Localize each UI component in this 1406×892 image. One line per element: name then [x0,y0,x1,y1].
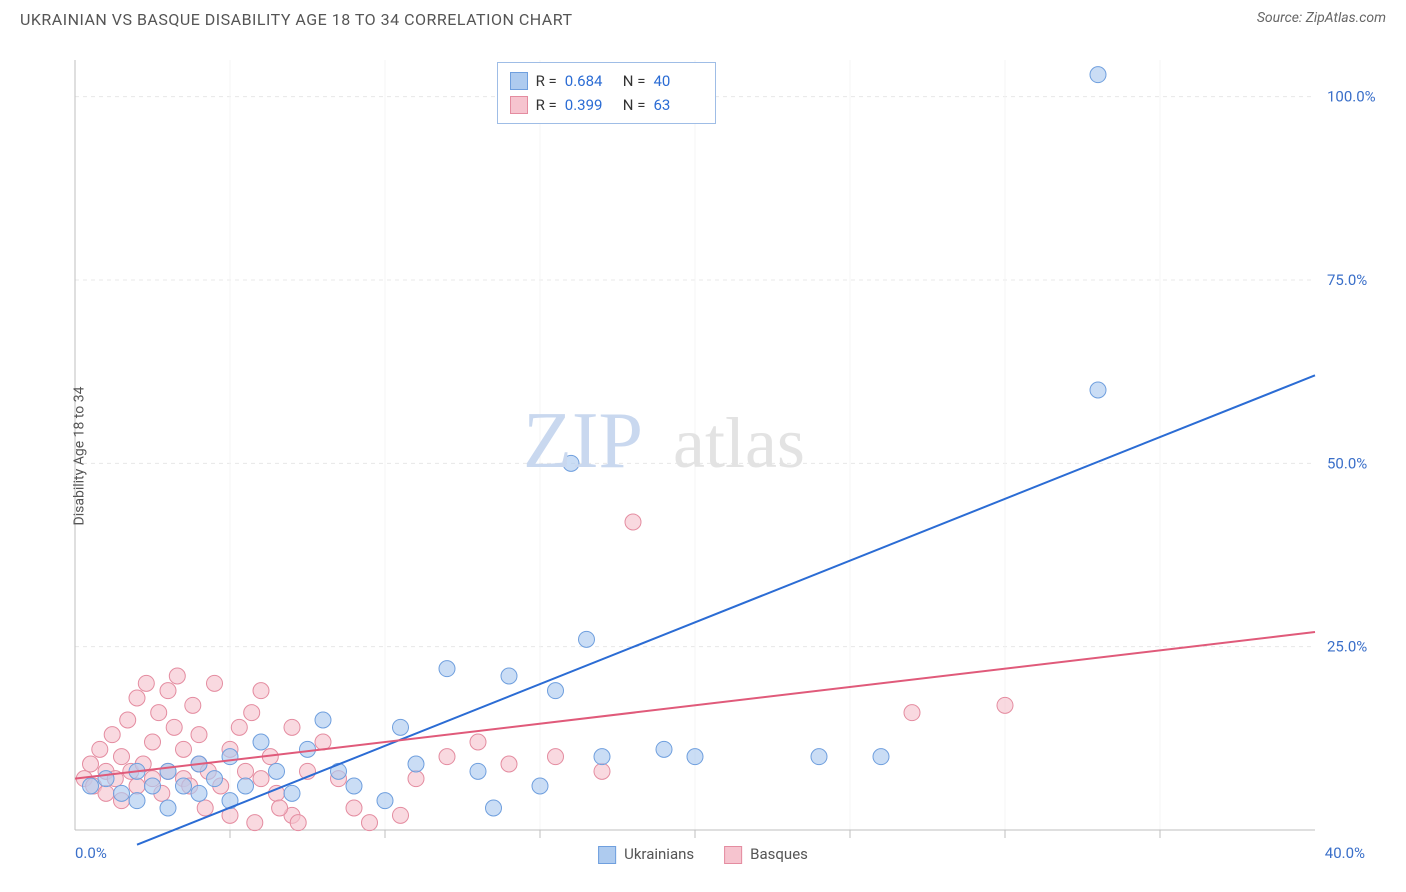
correlation-stats-box: R = 0.684 N = 40 R = 0.399 N = 63 [497,62,717,124]
stats-swatch [510,96,528,114]
n-value: 63 [653,93,703,117]
n-value: 40 [653,69,703,93]
svg-text:75.0%: 75.0% [1327,271,1367,289]
source-name: ZipAtlas.com [1306,10,1386,26]
legend-swatch [724,846,742,864]
chart-source: Source: ZipAtlas.com [1257,10,1386,26]
r-label: R = [536,93,557,117]
svg-text:25.0%: 25.0% [1327,638,1367,656]
r-value: 0.684 [565,69,615,93]
n-label: N = [623,69,646,93]
legend-label: Ukrainians [624,845,694,863]
legend-swatch [598,846,616,864]
svg-text:50.0%: 50.0% [1327,454,1367,472]
stats-swatch [510,72,528,90]
scatter-chart-svg: 25.0% 50.0% 75.0% 100.0% 0.0% 40.0% [20,40,1386,872]
y-axis-label: Disability Age 18 to 34 [71,387,87,526]
legend-item: Basques [724,845,808,864]
r-label: R = [536,69,557,93]
n-label: N = [623,93,646,117]
legend-label: Basques [750,845,808,863]
source-prefix: Source: [1257,10,1306,26]
svg-text:0.0%: 0.0% [75,844,107,862]
r-value: 0.399 [565,93,615,117]
chart-title: UKRAINIAN VS BASQUE DISABILITY AGE 18 TO… [20,10,573,29]
svg-text:100.0%: 100.0% [1327,88,1376,106]
chart-header: UKRAINIAN VS BASQUE DISABILITY AGE 18 TO… [0,0,1406,29]
svg-text:40.0%: 40.0% [1325,844,1365,862]
stats-row: R = 0.684 N = 40 [510,69,704,93]
chart-area: Disability Age 18 to 34 25.0% 50.0% 75.0% 1… [20,40,1386,872]
legend-item: Ukrainians [598,845,694,864]
stats-row: R = 0.399 N = 63 [510,93,704,117]
legend-bottom: Ukrainians Basques [598,845,808,864]
